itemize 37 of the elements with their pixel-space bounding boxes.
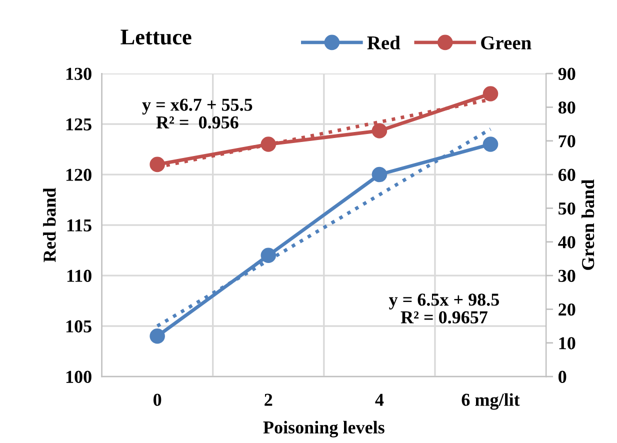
y-tick-label: 125 — [66, 118, 92, 130]
y-axis-title: Red band — [43, 188, 56, 262]
annotation: y = 6.5x + 98.5 R² = 0.9657 — [388, 294, 500, 324]
y-tick-label: 115 — [67, 219, 92, 232]
point — [150, 156, 165, 172]
point — [482, 86, 498, 102]
y-tick-label: 100 — [66, 370, 92, 383]
y-tick-label: 130 — [66, 68, 92, 80]
chart-title: Lettuce — [120, 30, 192, 45]
point — [260, 136, 276, 152]
y2-tick-label: 50 — [558, 202, 576, 215]
y2-tick-label: 20 — [558, 303, 576, 316]
y-tick-label: 110 — [67, 270, 92, 282]
y2-tick-label: 60 — [558, 168, 576, 181]
legend-label: Red — [367, 36, 400, 50]
y2-axis-title: Green band — [581, 180, 594, 270]
annotation: y = x6.7 + 55.5 R² = 0.956 — [142, 98, 252, 129]
point — [372, 123, 388, 138]
point — [482, 136, 498, 152]
y2-tick-label: 70 — [558, 135, 576, 148]
y-tick-label: 120 — [66, 168, 92, 181]
y2-tick-label: 30 — [558, 270, 576, 282]
y-tick-label: 105 — [66, 320, 92, 332]
point — [150, 328, 165, 344]
legend-label: Green — [481, 36, 532, 50]
y2-tick-label: 40 — [558, 236, 576, 248]
point — [260, 248, 276, 263]
y2-tick-label: 0 — [558, 370, 566, 383]
y2-tick-label: 10 — [559, 337, 576, 350]
x-tick-label: 4 — [375, 394, 384, 406]
x-tick-label: 0 — [154, 394, 162, 406]
point — [372, 166, 388, 182]
x-axis-title: Poisoning levels — [263, 420, 384, 438]
y2-tick-label: 90 — [558, 68, 576, 80]
x-tick-label: 2 — [264, 394, 272, 406]
y2-tick-label: 80 — [558, 101, 576, 114]
x-tick-label: 6 mg/lit — [462, 393, 520, 410]
